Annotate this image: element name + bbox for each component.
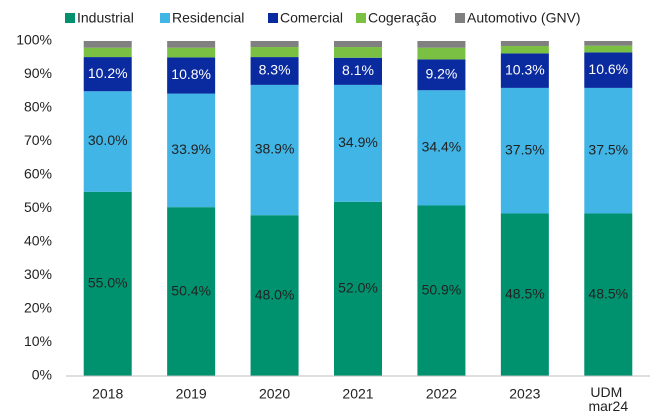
- data-label: 50.9%: [422, 281, 462, 297]
- y-tick-label: 30%: [24, 266, 52, 282]
- bar-segment: [250, 215, 299, 376]
- bar-segment: [334, 57, 382, 85]
- y-tick-label: 60%: [24, 166, 52, 182]
- y-tick-label: 40%: [24, 233, 52, 249]
- data-label: 55.0%: [88, 275, 128, 291]
- bar-segment: [83, 41, 132, 48]
- bar-segment: [250, 41, 299, 48]
- bar-segment: [334, 201, 382, 376]
- bar-segment: [250, 57, 299, 85]
- bar-segment: [417, 90, 466, 206]
- bar-segment: [584, 52, 633, 88]
- x-tick-label: 2021: [342, 386, 373, 402]
- legend-label: Industrial: [77, 10, 134, 26]
- bar-segment: [167, 207, 216, 376]
- y-tick-label: 20%: [24, 300, 52, 316]
- data-label: 52.0%: [338, 280, 378, 296]
- y-tick-label: 0%: [32, 367, 52, 383]
- legend-swatch: [160, 13, 170, 23]
- bar-segment: [500, 46, 549, 54]
- bar-segment: [167, 47, 216, 58]
- bar-segment: [417, 41, 466, 48]
- bar-segment: [334, 47, 382, 58]
- data-label: 37.5%: [588, 141, 628, 157]
- bar-segment: [584, 41, 633, 46]
- bar-segment: [584, 213, 633, 376]
- x-tick-label: 2018: [92, 386, 123, 402]
- y-tick-label: 70%: [24, 132, 52, 148]
- x-tick-label: 2019: [176, 386, 207, 402]
- legend-label: Automotivo (GNV): [467, 10, 581, 26]
- bar-segment: [83, 57, 132, 92]
- data-label: 50.4%: [171, 282, 211, 298]
- bar-segment: [83, 47, 132, 58]
- data-label: 48.5%: [505, 285, 545, 301]
- data-label: 10.6%: [588, 61, 628, 77]
- data-label: 48.0%: [255, 286, 295, 302]
- bar-segment: [500, 213, 549, 376]
- bar-segment: [167, 41, 216, 48]
- bar-segment: [584, 87, 633, 214]
- x-tick-label: 2020: [259, 386, 290, 402]
- y-tick-label: 10%: [24, 333, 52, 349]
- bar-segment: [83, 191, 132, 376]
- bar-segment: [167, 93, 216, 208]
- legend-swatch: [268, 13, 278, 23]
- x-tick-label: 2022: [426, 386, 457, 402]
- x-tick-label: UDM mar24: [588, 384, 628, 414]
- y-tick-label: 50%: [24, 199, 52, 215]
- legend-swatch: [455, 13, 465, 23]
- x-tick-label: 2023: [509, 386, 540, 402]
- bar-segment: [417, 59, 466, 91]
- data-label: 48.5%: [588, 285, 628, 301]
- bar-segment: [500, 87, 549, 214]
- legend-swatch: [356, 13, 366, 23]
- bar-segment: [584, 45, 633, 53]
- y-tick-label: 100%: [16, 32, 52, 48]
- bar-segment: [417, 205, 466, 376]
- bar-segment: [334, 41, 382, 48]
- legend-label: Residencial: [172, 10, 244, 26]
- data-label: 10.3%: [505, 61, 545, 77]
- data-label: 34.9%: [338, 134, 378, 150]
- bar-segment: [417, 47, 466, 60]
- legend-label: Comercial: [280, 10, 343, 26]
- bar-segment: [167, 57, 216, 94]
- data-label: 8.1%: [342, 62, 374, 78]
- data-label: 10.2%: [88, 65, 128, 81]
- bar-segment: [500, 41, 549, 47]
- legend-swatch: [65, 13, 75, 23]
- bar-segment: [83, 91, 132, 192]
- data-label: 9.2%: [425, 66, 457, 82]
- y-tick-label: 90%: [24, 65, 52, 81]
- data-label: 37.5%: [505, 141, 545, 157]
- y-tick-label: 80%: [24, 99, 52, 115]
- legend-label: Cogeração: [368, 10, 437, 26]
- bar-segment: [250, 47, 299, 58]
- data-label: 30.0%: [88, 132, 128, 148]
- bar-segment: [334, 84, 382, 202]
- data-label: 8.3%: [259, 62, 291, 78]
- bar-segment: [500, 53, 549, 88]
- bar-segment: [250, 84, 299, 216]
- data-label: 34.4%: [422, 139, 462, 155]
- data-label: 10.8%: [171, 66, 211, 82]
- data-label: 38.9%: [255, 141, 295, 157]
- data-label: 33.9%: [171, 141, 211, 157]
